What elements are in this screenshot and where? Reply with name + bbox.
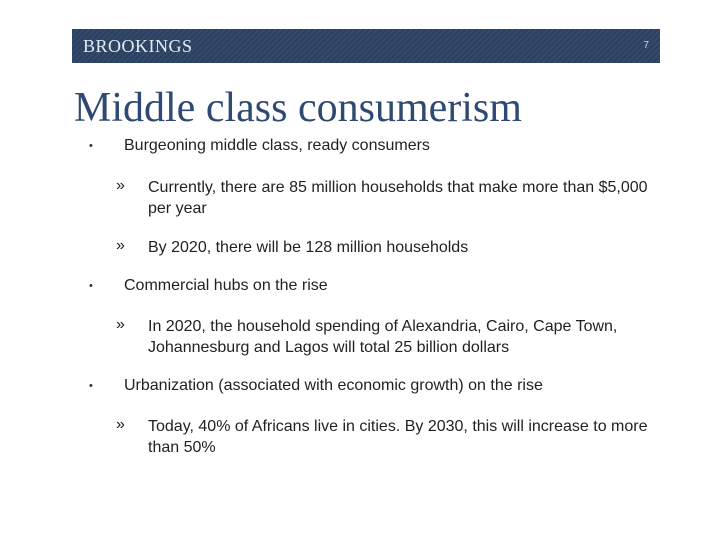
bullet-item: Burgeoning middle class, ready consumers <box>124 137 430 154</box>
sub-bullet-item: Today, 40% of Africans live in cities. B… <box>148 418 648 456</box>
bullet-marker: • <box>89 380 93 392</box>
sub-bullet-marker: » <box>116 316 125 333</box>
sub-bullet-item: Currently, there are 85 million househol… <box>148 179 648 217</box>
sub-bullet-item: By 2020, there will be 128 million house… <box>148 239 469 256</box>
sub-bullet-marker: » <box>116 237 125 254</box>
page-number: 7 <box>643 40 649 51</box>
bullet-marker: • <box>89 280 93 292</box>
bullet-marker: • <box>89 140 93 152</box>
header-bar: BROOKINGS 7 <box>72 29 660 63</box>
sub-bullet-marker: » <box>116 177 125 194</box>
bullet-item: Urbanization (associated with economic g… <box>124 377 543 394</box>
sub-bullet-item: In 2020, the household spending of Alexa… <box>148 318 618 356</box>
bullet-item: Commercial hubs on the rise <box>124 277 328 294</box>
slide-title: Middle class consumerism <box>74 85 522 131</box>
brookings-logo: BROOKINGS <box>83 36 193 56</box>
sub-bullet-marker: » <box>116 416 125 433</box>
